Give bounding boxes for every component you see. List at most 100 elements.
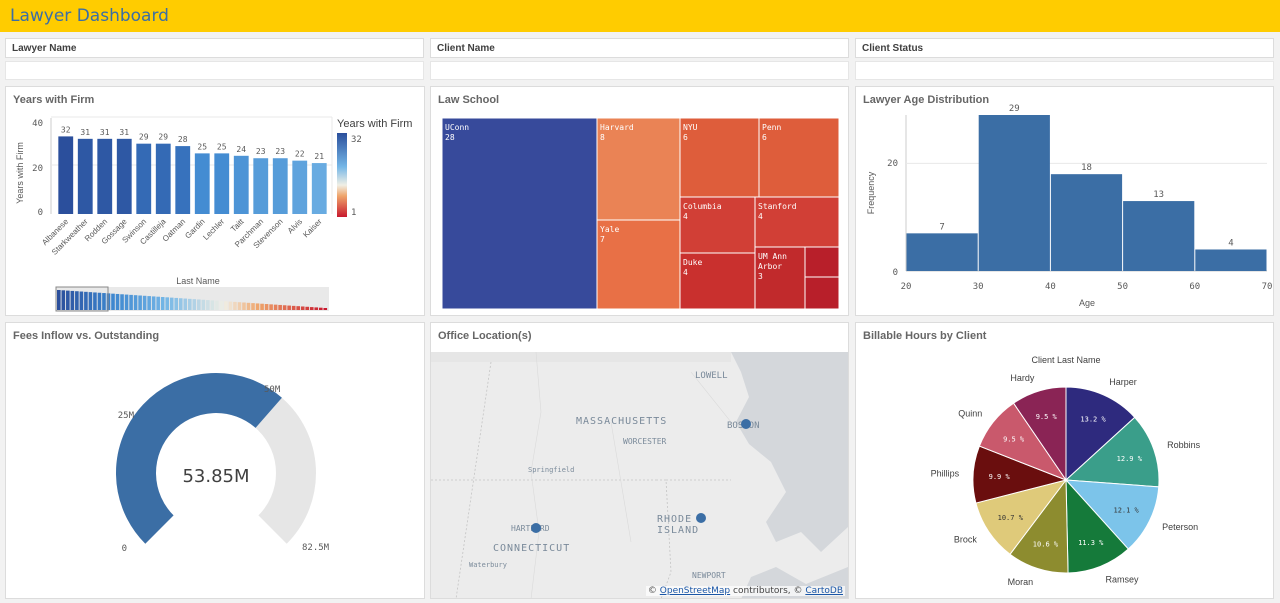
openstreetmap-link[interactable]: OpenStreetMap	[659, 586, 731, 596]
bar-swinson[interactable]	[136, 143, 152, 214]
pie-percent-label: 10.7 %	[998, 514, 1024, 522]
bar-lechler[interactable]	[214, 153, 230, 214]
bar-taitt[interactable]	[233, 155, 249, 214]
bar-gossage[interactable]	[116, 138, 132, 214]
fees-gauge[interactable]: 53.85M 0 25M 50M 82.5M	[6, 323, 424, 598]
map-label-springfield: Springfield	[528, 466, 574, 474]
histogram-bar-30-40[interactable]	[978, 115, 1050, 271]
treemap-value: 4	[683, 212, 688, 221]
treemap-cell-uconn[interactable]	[441, 117, 598, 310]
treemap-cell-small[interactable]	[804, 276, 840, 310]
road	[690, 371, 747, 433]
app-title: Lawyer Dashboard	[10, 6, 169, 26]
scrollbar-mini-bar	[300, 306, 305, 310]
law-school-treemap[interactable]: UConn 28 Harvard 8 Yale 7 NYU 6 Penn 6 C…	[431, 87, 848, 315]
office-location-panel[interactable]: Office Location(s) LOWELL MASSACHUSETTS …	[430, 322, 849, 599]
bar-parchman[interactable]	[253, 158, 269, 214]
scrollbar-mini-bar	[57, 290, 61, 310]
map-label-newport: NEWPORT	[692, 571, 726, 580]
map-label-connecticut: CONNECTICUT	[493, 543, 570, 554]
bar-stevenson[interactable]	[272, 158, 288, 214]
treemap-cell-penn[interactable]	[758, 117, 840, 198]
treemap-cell-nyu[interactable]	[679, 117, 760, 198]
pie-percent-label: 13.2 %	[1080, 416, 1106, 424]
pie-slice-peterson[interactable]	[1064, 479, 1160, 550]
treemap-cell-stanford[interactable]	[754, 196, 840, 248]
billable-hours-panel[interactable]: Billable Hours by Client Client Last Nam…	[855, 322, 1274, 599]
bar-castilleja[interactable]	[155, 143, 171, 214]
scrollbar-mini-bar	[246, 302, 251, 310]
filter-client-status[interactable]: Client Status	[855, 38, 1274, 58]
scrollbar-mini-bar	[318, 307, 323, 310]
age-histogram[interactable]: Frequency 20 0 7 29 18 13 4 20 30 40 50 60 70 Age	[856, 87, 1273, 315]
treemap-value: 7	[600, 235, 605, 244]
office-map[interactable]: LOWELL MASSACHUSETTS WORCESTER BOSTON Sp…	[431, 352, 848, 599]
scrollbar-mini-bar	[215, 300, 219, 310]
scrollbar-mini-bar	[197, 299, 201, 310]
years-with-firm-panel[interactable]: Years with Firm Years with Firm 40 20 0 …	[5, 86, 425, 316]
x-tick: 70	[1262, 282, 1273, 292]
scrollbar-mini-bar	[151, 296, 156, 310]
scrollbar-mini-bar	[70, 290, 75, 310]
scrollbar-mini-bar	[192, 299, 197, 310]
office-marker-hartford[interactable]	[531, 523, 541, 533]
office-marker-boston[interactable]	[741, 419, 751, 429]
map-ocean	[731, 352, 848, 552]
map-label-lowell: LOWELL	[695, 371, 728, 381]
treemap-cell-um-ann-arbor[interactable]	[754, 246, 806, 310]
histogram-bar-50-60[interactable]	[1123, 201, 1195, 271]
pie-slice-ramsey[interactable]	[1065, 478, 1130, 574]
color-legend	[337, 133, 347, 217]
treemap-cell-duke[interactable]	[679, 252, 756, 310]
age-distribution-panel[interactable]: Lawyer Age Distribution Frequency 20 0 7…	[855, 86, 1274, 316]
law-school-panel[interactable]: Law School UConn 28 Harvard 8 Yale 7 NYU…	[430, 86, 849, 316]
treemap-value: 28	[445, 133, 455, 142]
filter-client-status-values[interactable]	[855, 61, 1274, 80]
bar-albanese[interactable]	[58, 136, 74, 214]
scrollbar-thumb[interactable]	[55, 286, 109, 312]
scrollbar-mini-bar	[305, 306, 310, 310]
bar-alvis[interactable]	[292, 160, 308, 214]
bar-gardin[interactable]	[194, 153, 210, 214]
bar-kaiser[interactable]	[311, 163, 327, 214]
treemap-value: 4	[758, 212, 763, 221]
pie-slice-hardy[interactable]	[1012, 386, 1067, 482]
bar-value-label: 24	[236, 145, 246, 154]
bar-oatman[interactable]	[175, 146, 191, 214]
treemap-cell-harvard[interactable]	[596, 117, 681, 221]
filter-client-name[interactable]: Client Name	[430, 38, 849, 58]
bar-value-label: 31	[100, 128, 110, 137]
fees-panel[interactable]: Fees Inflow vs. Outstanding 53.85M 0 25M…	[5, 322, 425, 599]
histogram-bar-40-50[interactable]	[1050, 174, 1123, 271]
pie-slice-harper[interactable]	[1065, 386, 1136, 482]
gauge-label-zero: 0	[122, 544, 127, 554]
treemap-value: 3	[758, 272, 763, 281]
office-marker-rhode-island[interactable]	[696, 513, 706, 523]
scrollbar-mini-bar	[219, 300, 224, 310]
bar-rodden[interactable]	[97, 138, 113, 214]
scrollbar-mini-bar	[174, 297, 179, 310]
y-tick: 20	[32, 164, 43, 174]
pie-slice-robbins[interactable]	[1064, 416, 1160, 488]
treemap-cell-yale[interactable]	[596, 219, 681, 310]
bar-value-label: 25	[217, 142, 227, 151]
years-bar-chart[interactable]: Years with Firm 40 20 0 32 31 31 31 29 29 28 25…	[6, 87, 424, 315]
treemap-value: 6	[762, 133, 767, 142]
scrollbar-mini-bar	[183, 298, 188, 310]
filter-lawyer-name[interactable]: Lawyer Name	[5, 38, 424, 58]
filter-client-name-values[interactable]	[430, 61, 849, 80]
treemap-cell-small[interactable]	[804, 246, 840, 278]
histogram-bar-60-70[interactable]	[1195, 249, 1267, 271]
billable-pie-chart[interactable]: Client Last Name 13.2 % 12.9 % 12.1 % 11.3 …	[856, 323, 1273, 598]
filter-label: Client Status	[862, 43, 924, 54]
panel-title: Office Location(s)	[438, 330, 532, 342]
y-tick: 0	[38, 208, 43, 218]
filter-lawyer-name-values[interactable]	[5, 61, 424, 80]
treemap-cell-columbia[interactable]	[679, 196, 756, 254]
map-label-hartford: HARTFORD	[511, 524, 550, 533]
histogram-bar-20-30[interactable]	[906, 233, 978, 271]
cartodb-link[interactable]: CartoDB	[805, 586, 843, 596]
treemap-label: UM Ann	[758, 252, 787, 261]
treemap-value: 4	[683, 268, 688, 277]
bar-starkweather[interactable]	[77, 138, 93, 214]
